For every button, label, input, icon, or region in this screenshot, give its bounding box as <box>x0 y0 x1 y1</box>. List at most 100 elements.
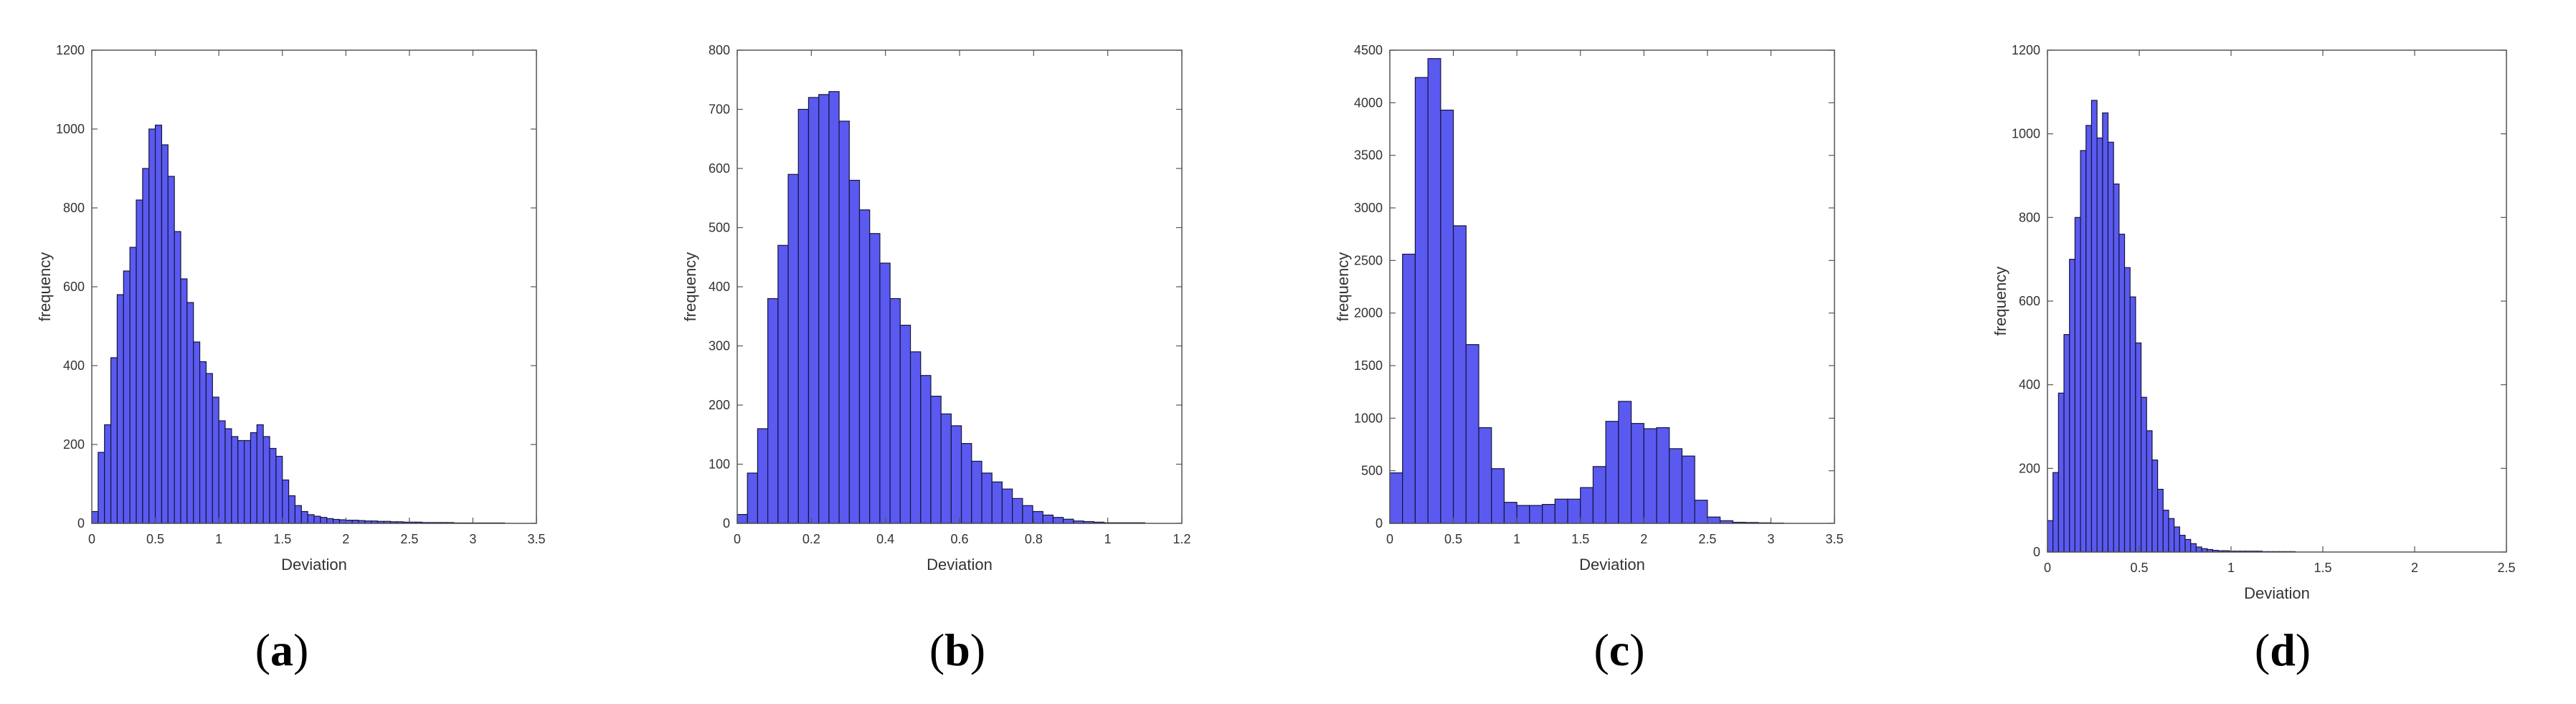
histogram-bar <box>2190 543 2197 553</box>
histogram-bar <box>193 341 201 524</box>
histogram-bar <box>1541 503 1555 524</box>
histogram-bar <box>2052 472 2059 553</box>
histogram-bar <box>282 479 290 524</box>
histogram-bar <box>2195 546 2202 553</box>
histogram-bar <box>767 298 779 524</box>
histogram-bar <box>1414 77 1429 524</box>
histogram-bar <box>123 270 131 524</box>
histogram-bar <box>1012 498 1023 524</box>
x-tick-label: 0.5 <box>1444 532 1462 546</box>
histogram-bar <box>205 373 213 524</box>
histogram-bar <box>199 361 207 524</box>
histogram-bar <box>313 515 321 524</box>
histogram-panel-a: 0 0.5 1 1.5 2 2.5 3 3.5 0 200 400 600 800 1000 1200 Dev… <box>36 29 567 588</box>
x-tick-label: 0.5 <box>146 532 164 546</box>
histogram-bar <box>777 244 789 524</box>
histogram-bar <box>909 351 922 524</box>
histogram-bar <box>2069 259 2076 553</box>
histogram-bar <box>1032 510 1043 524</box>
caption-a: (a) <box>210 624 354 677</box>
histogram-bar <box>1567 498 1581 524</box>
y-tick-label: 400 <box>2019 378 2040 392</box>
histogram-bar <box>2174 526 2180 553</box>
histogram-bar <box>212 396 219 524</box>
y-tick-label: 400 <box>709 280 730 294</box>
histogram-bar <box>167 176 175 524</box>
histogram-bar <box>91 510 99 524</box>
histogram-bar <box>2085 125 2093 553</box>
histogram-bar <box>320 517 328 524</box>
histogram-bar <box>2074 217 2081 553</box>
y-tick-label: 0 <box>1375 516 1383 531</box>
x-axis-label: Deviation <box>927 556 993 574</box>
histogram-panel-b: 0 0.2 0.4 0.6 0.8 1 1.2 0 100 200 300 400 500 600 700 8… <box>681 29 1212 588</box>
caption-d-open: ( <box>2254 624 2270 675</box>
histogram-bar <box>1491 468 1505 524</box>
histogram-chart-d: 0 0.5 1 1.5 2 2.5 0 200 400 600 800 1000 1200 Deviati… <box>1992 43 2516 602</box>
histogram-bar <box>1592 466 1606 524</box>
histogram-bar <box>1402 253 1416 524</box>
x-tick-label: 3.5 <box>527 532 545 546</box>
y-axis-label: frequency <box>681 252 699 322</box>
y-tick-label: 600 <box>2019 294 2040 308</box>
x-tick-label: 0 <box>734 532 741 546</box>
y-tick-label: 800 <box>709 43 730 57</box>
histogram-bar <box>920 375 932 524</box>
x-tick-label: 0.6 <box>950 532 968 546</box>
histogram-bar <box>1554 498 1568 524</box>
caption-d: (d) <box>2211 624 2354 677</box>
x-tick-label: 0 <box>88 532 95 546</box>
histogram-bar <box>1022 505 1033 524</box>
histogram-bar <box>142 168 150 524</box>
histogram-bar <box>161 144 169 524</box>
histogram-bar <box>237 439 245 524</box>
histogram-bar <box>1478 427 1492 524</box>
x-tick-label: 1.5 <box>273 532 291 546</box>
caption-c-open: ( <box>1594 624 1609 675</box>
histogram-chart-c: 0 0.5 1 1.5 2 2.5 3 3.5 0 500 1000 1500 2000 2500 3000… <box>1334 43 1844 574</box>
x-tick-label: 1 <box>2227 561 2235 575</box>
histogram-bar <box>1707 516 1721 524</box>
x-tick-label: 3 <box>1767 532 1774 546</box>
histogram-bar <box>1042 514 1054 524</box>
histogram-bar <box>250 432 257 524</box>
histogram-bar <box>256 424 264 524</box>
x-tick-label: 1 <box>215 532 222 546</box>
histogram-bar <box>2080 150 2087 553</box>
x-tick-label: 2 <box>2411 561 2418 575</box>
y-tick-label: 300 <box>709 339 730 353</box>
histogram-chart-b: 0 0.2 0.4 0.6 0.8 1 1.2 0 100 200 300 400 500 600 700 8… <box>681 43 1191 574</box>
y-tick-label: 0 <box>2033 545 2040 559</box>
histogram-bar <box>136 199 143 524</box>
x-tick-label: 0 <box>2044 561 2051 575</box>
histogram-bar <box>737 514 748 524</box>
histogram-bar <box>180 278 188 524</box>
histogram-bar <box>1669 448 1683 524</box>
y-tick-label: 3500 <box>1354 148 1383 163</box>
histogram-bar <box>129 247 137 524</box>
y-tick-label: 1500 <box>1354 358 1383 373</box>
y-axis-label: frequency <box>36 252 54 322</box>
histogram-bar <box>218 420 226 524</box>
y-tick-label: 500 <box>1361 464 1383 478</box>
histogram-bar <box>294 505 302 524</box>
histogram-bar <box>1465 344 1479 524</box>
x-tick-label: 3.5 <box>1825 532 1843 546</box>
y-tick-label: 3000 <box>1354 201 1383 215</box>
y-tick-label: 800 <box>63 201 85 215</box>
histogram-bar <box>307 514 315 524</box>
x-axis-label: Deviation <box>281 556 347 574</box>
histogram-bar <box>797 108 810 524</box>
histogram-bar <box>2047 520 2054 553</box>
histogram-bar <box>950 425 962 524</box>
histogram-bar <box>838 120 850 524</box>
histogram-bar <box>991 481 1003 524</box>
y-tick-label: 0 <box>723 516 730 531</box>
histogram-bar <box>971 460 982 524</box>
y-tick-label: 4000 <box>1354 95 1383 110</box>
histogram-bar <box>1452 225 1467 524</box>
histogram-chart-a: 0 0.5 1 1.5 2 2.5 3 3.5 0 200 400 600 800 1000 1200 Dev… <box>36 43 546 574</box>
histogram-bar <box>116 294 124 524</box>
histogram-panel-c: 0 0.5 1 1.5 2 2.5 3 3.5 0 500 1000 1500 2000 2500 3000… <box>1334 29 1865 588</box>
x-tick-label: 0 <box>1386 532 1393 546</box>
